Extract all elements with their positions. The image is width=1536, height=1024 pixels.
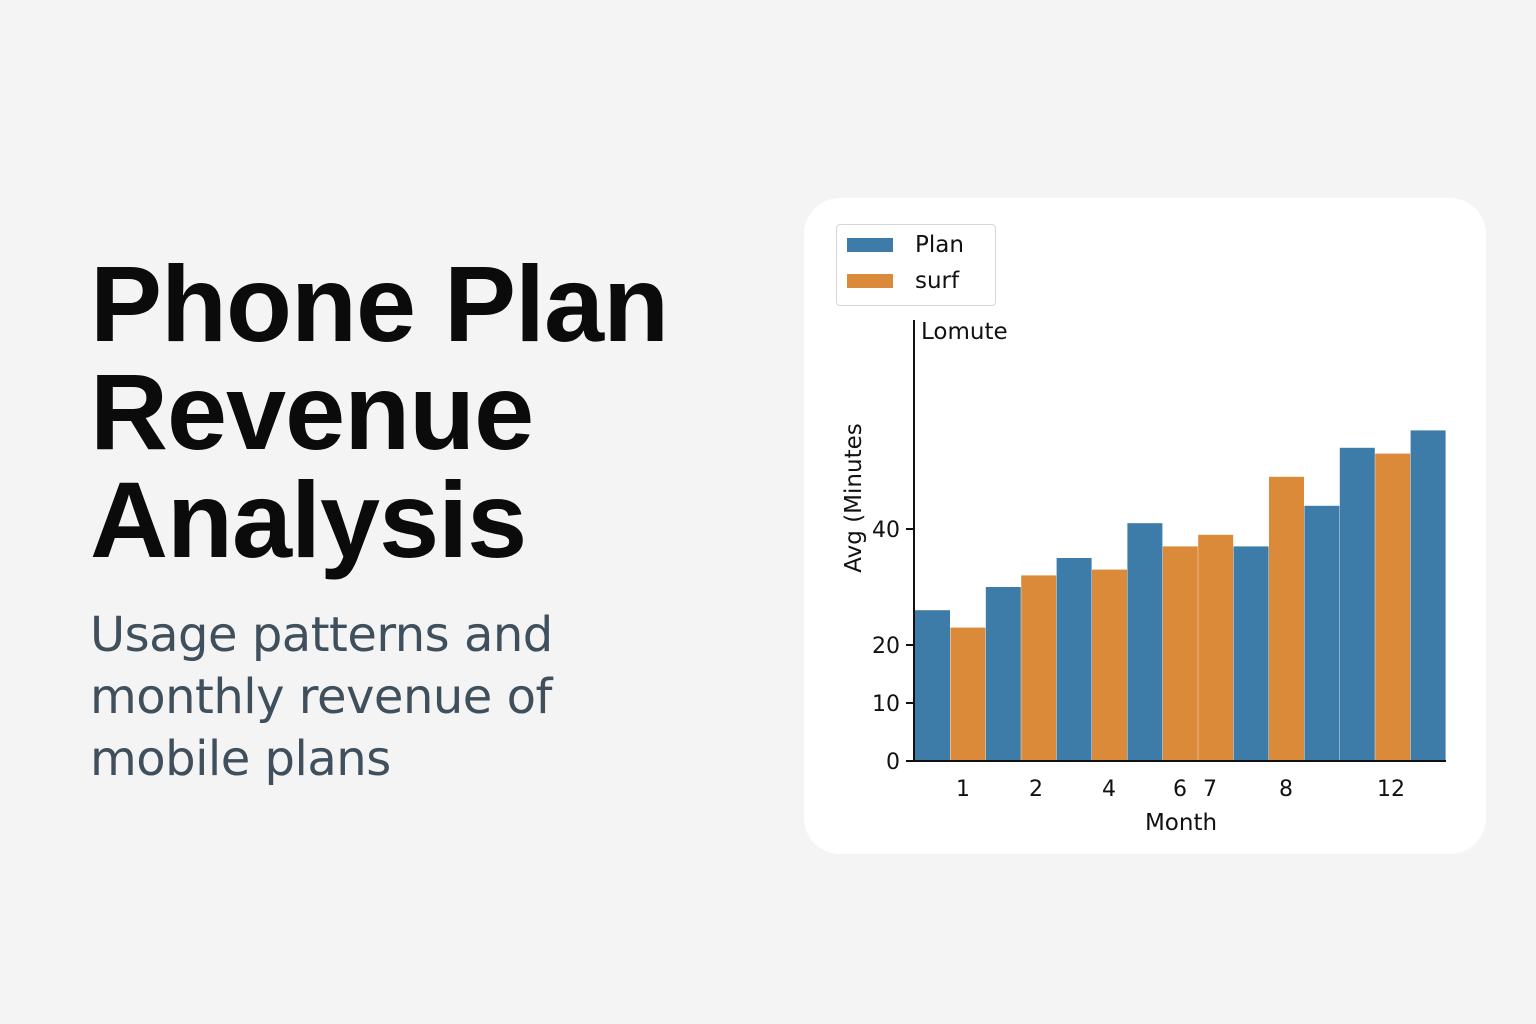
title-line-2: Revenue [90, 351, 534, 472]
bar-plan-12 [1304, 505, 1340, 761]
legend-swatch-surf [847, 274, 893, 288]
bar-plan-5 [1056, 558, 1092, 761]
bar-surf-6 [1092, 569, 1127, 761]
bar-surf-11 [1269, 476, 1304, 761]
chart-legend: Plan surf [836, 224, 996, 306]
y-ticks: 0 10 20 40 [872, 518, 914, 775]
bar-plan-10 [1233, 546, 1269, 761]
title-line-1: Phone Plan [90, 243, 669, 364]
x-axis-label: Month [1145, 810, 1217, 836]
bar-surf-2 [950, 627, 986, 761]
title-line-3: Analysis [90, 459, 527, 580]
bar-surf-9 [1198, 534, 1234, 761]
legend-label-plan: Plan [915, 232, 964, 258]
page-subtitle: Usage patterns and monthly revenue of mo… [90, 604, 730, 790]
x-tick-label: 8 [1279, 777, 1293, 802]
subtitle-line-1: Usage patterns and [90, 607, 553, 663]
hero-text: Phone Plan Revenue Analysis Usage patter… [90, 250, 730, 790]
bar-surf-4 [1021, 575, 1057, 761]
page-title: Phone Plan Revenue Analysis [90, 250, 730, 574]
x-ticks: 1 2 4 6 7 8 12 [956, 777, 1405, 802]
legend-item-plan: Plan [847, 227, 964, 263]
x-tick-label: 12 [1377, 777, 1405, 802]
bar-plan-15 [1410, 430, 1446, 761]
subtitle-line-3: mobile plans [90, 731, 391, 787]
x-tick-label: 2 [1029, 777, 1043, 802]
y-tick-label: 0 [886, 750, 900, 775]
y-tick-label: 20 [872, 634, 900, 659]
legend-label-surf: surf [915, 268, 960, 294]
y-tick-label: 10 [872, 692, 900, 717]
x-tick-label: 7 [1203, 777, 1217, 802]
x-tick-label: 1 [956, 777, 970, 802]
bar-plan-7 [1127, 523, 1163, 761]
bar-plan-13 [1339, 447, 1375, 761]
bar-surf-14 [1375, 453, 1411, 761]
chart-card: 0 10 20 40 1 2 4 6 7 8 12 Lomute Month Avg (Minut… [804, 198, 1486, 854]
y-axis-label: Avg (Minutes [841, 423, 867, 572]
bar-surf-8 [1162, 546, 1198, 761]
axis-top-label: Lomute [921, 319, 1008, 345]
legend-swatch-plan [847, 238, 893, 252]
x-tick-label: 4 [1102, 777, 1116, 802]
bar-plan-3 [985, 587, 1021, 761]
bars-layer [915, 430, 1446, 761]
y-tick-label: 40 [872, 518, 900, 543]
subtitle-line-2: monthly revenue of [90, 669, 552, 725]
x-tick-label: 6 [1173, 777, 1187, 802]
bar-plan-1 [915, 610, 950, 761]
legend-item-surf: surf [847, 263, 959, 299]
